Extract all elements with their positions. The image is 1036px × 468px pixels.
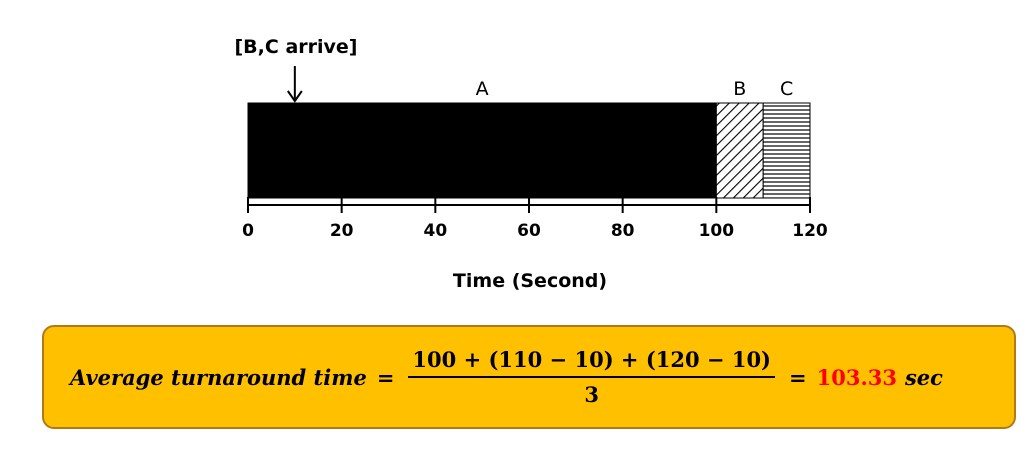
formula-equals-2: = [789, 364, 807, 390]
arrival-annotation: [B,C arrive] [235, 36, 358, 58]
segment-a-bar [247, 102, 717, 199]
segment-b-bar [715, 102, 764, 199]
axis-tick-label: 80 [611, 221, 635, 241]
formula-numerator: 100 + (110 − 10) + (120 − 10) [412, 347, 771, 372]
formula-unit: sec [904, 364, 943, 390]
segment-c-bar [762, 102, 811, 199]
axis-tick-label: 120 [792, 221, 828, 241]
axis-tick-label: 0 [242, 221, 254, 241]
time-axis-label: Time (Second) [453, 270, 607, 292]
formula-equals: = [376, 364, 395, 390]
axis-tick-label: 20 [330, 221, 354, 241]
axis-tick-label: 60 [517, 221, 541, 241]
formula-lhs: Average turnaround time [70, 364, 367, 390]
segment-b-label: B [733, 78, 746, 100]
formula-denominator: 3 [408, 376, 775, 407]
segment-c-label: C [780, 78, 793, 100]
turnaround-formula: Average turnaround time = 100 + (110 − 1… [70, 327, 1004, 427]
time-axis-ticks: 0 20 40 60 80 100 120 [242, 197, 828, 241]
formula-fraction: 100 + (110 − 10) + (120 − 10) 3 [408, 347, 775, 407]
segment-a-label: A [476, 78, 489, 100]
arrow-head-icon [287, 90, 303, 103]
axis-tick-label: 100 [699, 221, 735, 241]
formula-result: 103.33 [816, 364, 897, 390]
axis-tick-label: 40 [423, 221, 447, 241]
formula-box: Average turnaround time = 100 + (110 − 1… [42, 325, 1016, 429]
gantt-chart: [B,C arrive] A B C 0 20 40 60 80 100 120 Time … [235, 36, 828, 292]
